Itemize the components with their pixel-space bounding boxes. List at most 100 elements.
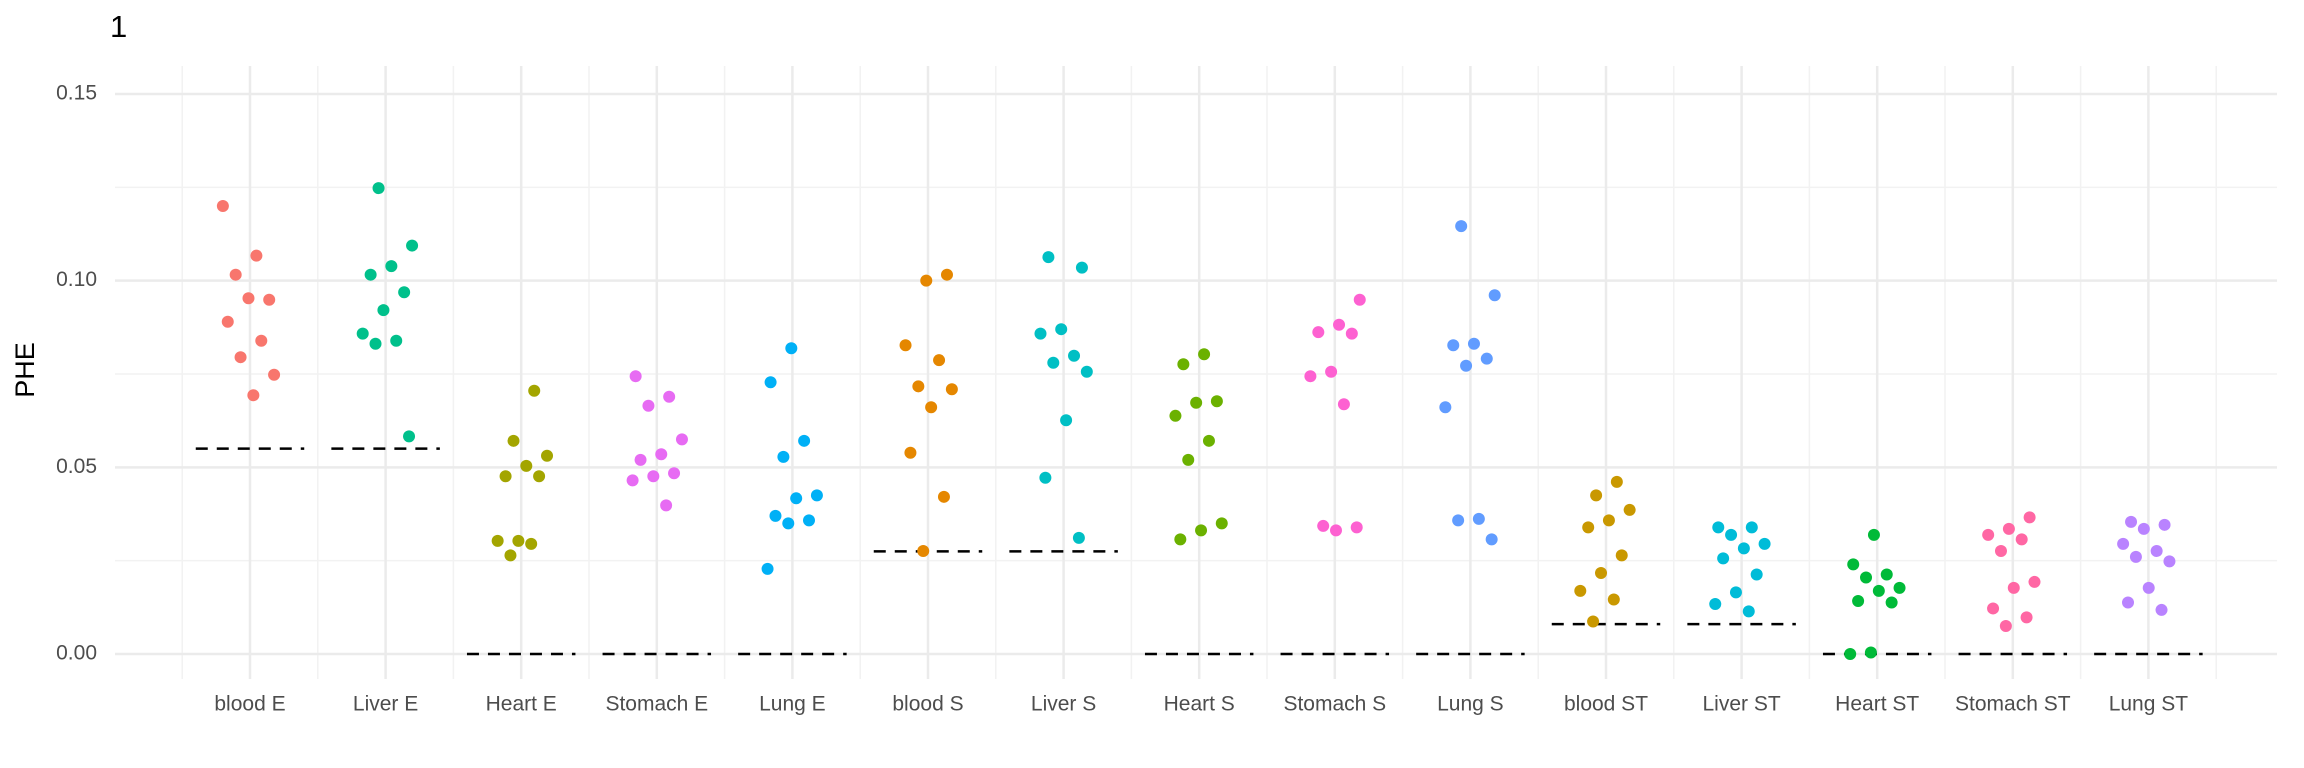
point — [802, 514, 815, 527]
point — [1709, 597, 1722, 610]
point — [1317, 519, 1330, 532]
point — [920, 274, 933, 287]
x-tick-label: Heart ST — [1835, 693, 1919, 716]
point — [1595, 566, 1608, 579]
point — [2015, 533, 2028, 546]
point — [2158, 518, 2171, 531]
point — [512, 534, 525, 547]
point — [1455, 220, 1468, 233]
point — [406, 239, 419, 252]
point — [2007, 581, 2020, 594]
point — [1590, 489, 1603, 502]
y-axis-label: PHE — [10, 342, 40, 398]
point — [626, 474, 639, 487]
point — [1337, 398, 1350, 411]
point — [1304, 370, 1317, 383]
point — [764, 376, 777, 389]
point — [1885, 596, 1898, 609]
point — [769, 509, 782, 522]
point — [525, 537, 538, 550]
point — [1177, 358, 1190, 371]
point — [1847, 558, 1860, 571]
point — [385, 260, 398, 273]
x-tick-label: Stomach S — [1283, 693, 1386, 716]
point — [1467, 337, 1480, 350]
point — [1072, 531, 1085, 544]
point — [1729, 586, 1742, 599]
point — [1080, 365, 1093, 378]
x-tick-label: blood S — [892, 693, 963, 716]
point — [1574, 584, 1587, 597]
point — [1039, 471, 1052, 484]
point — [1864, 646, 1877, 659]
point — [356, 327, 369, 340]
point — [1353, 293, 1366, 306]
point — [629, 370, 642, 383]
point — [268, 368, 281, 381]
point — [1472, 512, 1485, 525]
point — [1867, 528, 1880, 541]
point — [1312, 326, 1325, 339]
point — [1623, 503, 1636, 516]
point — [403, 430, 416, 443]
point — [242, 292, 255, 305]
x-tick-label: blood ST — [1564, 693, 1648, 716]
point — [1582, 521, 1595, 534]
point — [1055, 323, 1068, 336]
point — [398, 286, 411, 299]
x-tick-label: Heart S — [1164, 693, 1235, 716]
point — [1758, 537, 1771, 550]
point — [2117, 537, 2130, 550]
point — [1893, 581, 1906, 594]
point — [782, 517, 795, 530]
point — [1075, 261, 1088, 274]
point — [221, 315, 234, 328]
point — [1068, 349, 1081, 362]
point — [940, 268, 953, 281]
x-tick-label: blood E — [214, 693, 285, 716]
point — [1610, 475, 1623, 488]
point — [1460, 359, 1473, 372]
point — [2155, 603, 2168, 616]
point — [1607, 593, 1620, 606]
point — [634, 453, 647, 466]
point — [263, 293, 276, 306]
point — [390, 334, 403, 347]
point — [777, 450, 790, 463]
x-tick-label: Lung S — [1437, 693, 1504, 716]
point — [1210, 395, 1223, 408]
point — [1602, 514, 1615, 527]
point — [528, 384, 541, 397]
point — [1060, 414, 1073, 427]
point — [2122, 596, 2135, 609]
point — [1737, 542, 1750, 555]
point — [1480, 352, 1493, 365]
point — [1852, 594, 1865, 607]
point — [1350, 521, 1363, 534]
x-tick-label: Liver S — [1031, 693, 1096, 716]
point — [1190, 396, 1203, 409]
x-tick-label: Liver E — [353, 693, 418, 716]
point — [507, 434, 520, 447]
point — [1994, 544, 2007, 557]
point — [925, 401, 938, 414]
point — [1860, 571, 1873, 584]
y-tick-label: 0.10 — [56, 268, 97, 291]
point — [2129, 550, 2142, 563]
point — [377, 304, 390, 317]
point — [1872, 584, 1885, 597]
point — [1034, 327, 1047, 340]
point — [798, 434, 811, 447]
point — [1042, 251, 1055, 264]
point — [1725, 528, 1738, 541]
point — [655, 448, 668, 461]
point — [1215, 517, 1228, 530]
point — [785, 342, 798, 355]
x-tick-label: Stomach E — [605, 693, 708, 716]
point — [1329, 524, 1342, 537]
x-tick-label: Lung ST — [2109, 693, 2189, 716]
point — [668, 467, 681, 480]
point — [1345, 327, 1358, 340]
point — [216, 199, 229, 212]
